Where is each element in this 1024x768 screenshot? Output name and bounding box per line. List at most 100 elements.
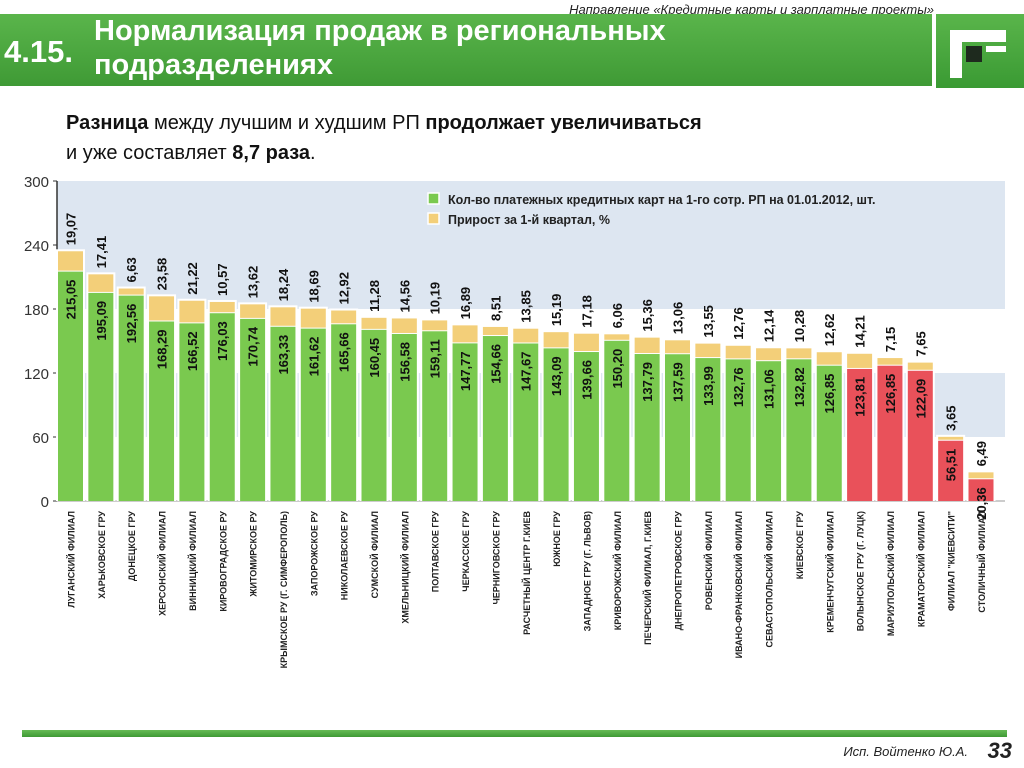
bar-main xyxy=(816,365,842,501)
bar-main-value-label: 168,29 xyxy=(155,329,170,369)
bar-main xyxy=(209,313,235,501)
bar-growth-value-label: 10,28 xyxy=(792,310,807,343)
bar-growth-value-label: 15,36 xyxy=(640,299,655,332)
bar-growth-value-label: 14,21 xyxy=(853,315,868,348)
bar-growth xyxy=(270,307,296,326)
bar-growth xyxy=(725,345,751,359)
subtitle-part3: продолжает увеличиваться xyxy=(425,112,702,134)
bar-main-value-label: 126,85 xyxy=(822,374,837,414)
y-tick-label: 240 xyxy=(24,238,49,255)
bar-growth xyxy=(847,353,873,368)
x-category-label: МАРИУПОЛЬСКИЙ ФИЛИАЛ xyxy=(885,511,896,636)
page-number: 33 xyxy=(987,738,1012,763)
bar-growth-value-label: 13,85 xyxy=(519,290,534,323)
author-label: Исп. Войтенко Ю.А. xyxy=(843,744,968,759)
slide-title: Нормализация продаж в региональных подра… xyxy=(94,15,666,81)
legend-label: Прирост за 1-й квартал, % xyxy=(448,213,610,227)
bar-growth xyxy=(816,352,842,365)
x-category-label: РОВЕНСКИЙ ФИЛИАЛ xyxy=(703,511,714,610)
bar-growth xyxy=(938,436,964,440)
bar-main-value-label: 192,56 xyxy=(124,304,139,344)
bar-main-value-label: 150,20 xyxy=(610,349,625,389)
bar-growth-value-label: 8,51 xyxy=(488,296,503,321)
subtitle-part5: 8,7 раза xyxy=(232,142,311,164)
x-category-label: КРАМАТОРСКИЙ ФИЛИАЛ xyxy=(915,511,926,627)
bar-growth xyxy=(907,362,933,370)
bar-growth xyxy=(452,325,478,343)
bar-growth-value-label: 6,63 xyxy=(124,257,139,282)
bar-main-value-label: 131,06 xyxy=(762,369,777,409)
bar-main-value-label: 147,67 xyxy=(519,351,534,391)
bar-main xyxy=(179,323,205,501)
x-category-label: СЕВАСТОПОЛЬСКИЙ ФИЛИАЛ xyxy=(764,511,775,647)
bar-growth-value-label: 10,19 xyxy=(428,282,443,315)
y-tick-label: 180 xyxy=(24,302,49,319)
bar-main-value-label: 156,58 xyxy=(397,342,412,382)
x-category-label: ХМЕЛЬНИЦКИЙ ФИЛИАЛ xyxy=(399,511,410,624)
bar-main xyxy=(877,365,903,501)
bar-growth-value-label: 15,19 xyxy=(549,294,564,327)
bar-main-value-label: 195,09 xyxy=(94,301,109,341)
bar-main-value-label: 215,05 xyxy=(64,280,79,320)
bar-growth xyxy=(543,332,569,348)
x-category-label: ЧЕРНИГОВСКОЕ ГРУ xyxy=(491,511,501,605)
bar-main xyxy=(573,352,599,501)
x-category-label: ЮЖНОЕ ГРУ xyxy=(552,511,562,567)
x-category-label: КИРОВОГРАДСКОЕ РУ xyxy=(218,511,228,612)
bar-main-value-label: 143,09 xyxy=(549,356,564,396)
bar-growth xyxy=(300,308,326,328)
bar-main xyxy=(786,359,812,501)
bar-growth-value-label: 16,89 xyxy=(458,287,473,320)
bar-main xyxy=(725,359,751,501)
bar-growth-value-label: 12,92 xyxy=(337,272,352,305)
bar-growth-value-label: 17,18 xyxy=(579,295,594,328)
bar-growth-value-label: 17,41 xyxy=(94,236,109,269)
x-category-label: ЖИТОМИРСКОЕ РУ xyxy=(249,511,259,598)
bar-main-value-label: 165,66 xyxy=(337,332,352,372)
logo-mark-icon xyxy=(950,30,1006,78)
x-category-label: ХЕРСОНСКИЙ ФИЛИАЛ xyxy=(157,511,168,616)
bar-main xyxy=(513,343,539,501)
bar-growth-value-label: 23,58 xyxy=(155,258,170,291)
bar-main xyxy=(331,324,357,501)
bar-growth xyxy=(149,296,175,321)
bar-main xyxy=(604,340,630,501)
bank-logo xyxy=(936,14,1024,88)
bar-main xyxy=(149,321,175,501)
header-band xyxy=(0,14,932,86)
y-tick-label: 0 xyxy=(41,494,49,511)
x-category-label: СТОЛИЧНЫЙ ФИЛИАЛ xyxy=(976,511,987,613)
bar-main-value-label: 176,03 xyxy=(215,321,230,361)
bar-main xyxy=(847,368,873,501)
bar-growth xyxy=(88,274,114,292)
legend-swatch xyxy=(427,212,440,225)
bar-growth-value-label: 14,56 xyxy=(397,280,412,313)
x-category-label: РАСЧЕТНЫЙ ЦЕНТР Г.КИЕВ xyxy=(521,511,532,635)
x-category-label: КРЕМЕНЧУГСКИЙ ФИЛИАЛ xyxy=(824,511,835,633)
bar-growth-value-label: 18,69 xyxy=(306,270,321,303)
bar-main-value-label: 137,79 xyxy=(640,362,655,402)
bar-growth xyxy=(391,318,417,333)
bar-main-value-label: 163,33 xyxy=(276,335,291,375)
bar-main xyxy=(452,343,478,501)
bar-growth-value-label: 18,24 xyxy=(276,268,291,301)
bar-main-value-label: 161,62 xyxy=(306,337,321,377)
subtitle-part4: и уже составляет xyxy=(66,142,233,164)
bar-main xyxy=(907,370,933,501)
bar-main xyxy=(665,354,690,501)
bar-growth xyxy=(665,340,690,354)
bar-growth xyxy=(573,333,599,352)
bar-main xyxy=(361,329,387,501)
bar-main xyxy=(634,354,660,501)
bar-main-value-label: 122,09 xyxy=(913,379,928,419)
bar-growth-value-label: 6,06 xyxy=(610,303,625,328)
x-category-label: ФИЛИАЛ "КИЕВСИТИ" xyxy=(947,511,957,611)
direction-label: Направление «Кредитные карты и зарплатны… xyxy=(569,2,934,17)
bar-growth xyxy=(482,326,508,336)
x-category-label: КРЫМСКОЕ РУ (Г. СИМФЕРОПОЛЬ) xyxy=(279,511,289,668)
x-category-label: ЗАПОРОЖСКОЕ РУ xyxy=(309,511,319,597)
bar-main xyxy=(88,292,114,501)
bar-growth xyxy=(179,300,205,323)
bar-main-value-label: 137,59 xyxy=(671,362,686,402)
bar-growth xyxy=(604,334,630,340)
